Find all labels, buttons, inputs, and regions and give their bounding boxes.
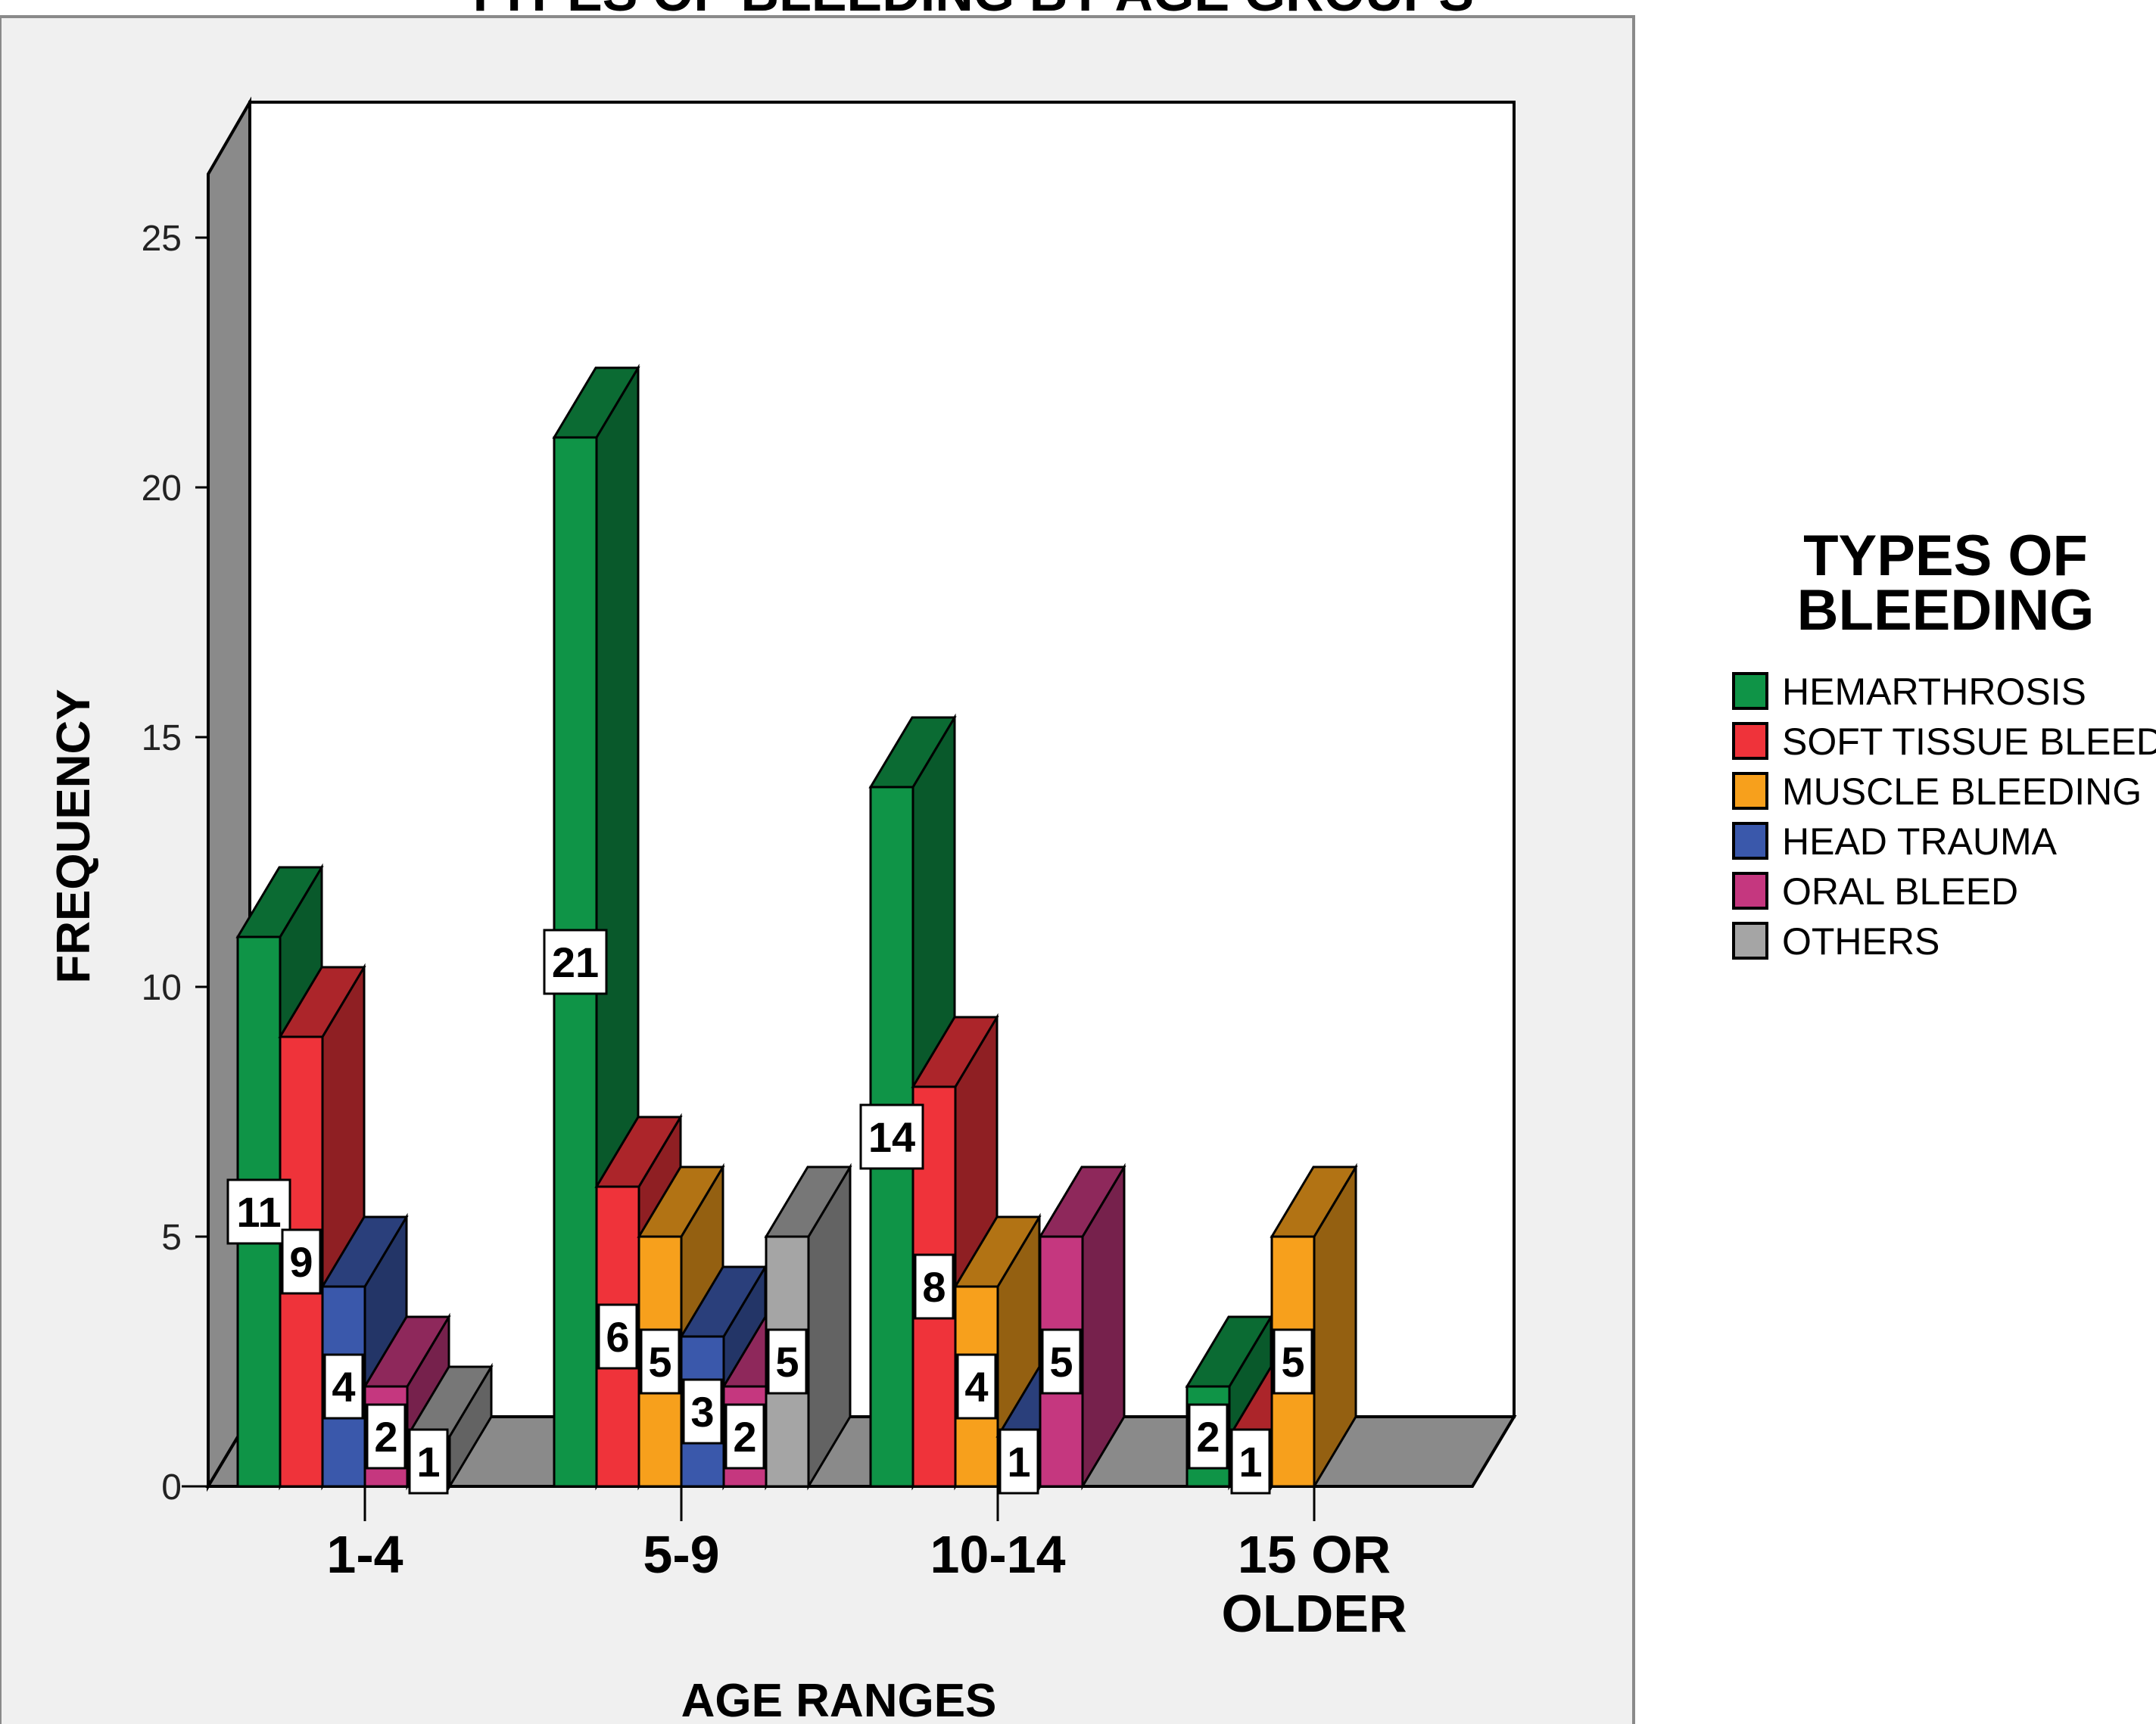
data-label-box xyxy=(226,1178,291,1245)
data-label-muscle-bleeding-5-9: 5 xyxy=(640,1328,681,1395)
data-label-text: 2 xyxy=(374,1413,397,1461)
y-axis-title: FREQUENCY xyxy=(48,689,100,983)
legend-item-others: OTHERS xyxy=(1732,920,1939,963)
data-label-others-5-9: 5 xyxy=(767,1328,808,1395)
data-label-soft-tissue-bleed-1-4: 9 xyxy=(281,1228,322,1295)
data-label-head-trauma-5-9: 3 xyxy=(682,1378,723,1445)
data-label-box xyxy=(366,1403,407,1470)
data-label-box xyxy=(543,929,608,995)
legend: TYPES OF BLEEDING HEMARTHROSIS SOFT TISSUE… xyxy=(1732,524,2156,963)
bar-muscle-bleeding-15-or-older xyxy=(1270,1162,1358,1491)
x-tick-label-1-4: 1-4 xyxy=(326,1525,403,1584)
data-label-text: 5 xyxy=(1281,1338,1304,1386)
data-label-box xyxy=(323,1353,364,1420)
x-tick-label-5-9: 5-9 xyxy=(643,1525,719,1584)
data-label-box xyxy=(724,1403,765,1470)
data-label-oral-bleed-5-9: 2 xyxy=(724,1403,765,1470)
data-label-oral-bleed-1-4: 2 xyxy=(366,1403,407,1470)
data-label-text: 14 xyxy=(868,1113,915,1161)
data-label-hemarthrosis-5-9: 21 xyxy=(543,929,608,995)
legend-label: SOFT TISSUE BLEED xyxy=(1782,720,2156,763)
data-label-hemarthrosis-1-4: 11 xyxy=(226,1178,291,1245)
legend-item-soft-tissue-bleed: SOFT TISSUE BLEED xyxy=(1732,720,2156,763)
x-tick-label-15-or-older: 15 OR OLDER xyxy=(1222,1525,1407,1643)
legend-label: OTHERS xyxy=(1782,920,1939,963)
bar-oral-bleed-10-14 xyxy=(1038,1162,1126,1491)
data-label-box xyxy=(1188,1403,1229,1470)
data-label-box xyxy=(1230,1428,1271,1495)
data-label-text: 4 xyxy=(332,1363,355,1411)
data-label-oral-bleed-10-14: 5 xyxy=(1041,1328,1082,1395)
x-axis-title: AGE RANGES xyxy=(681,1675,997,1724)
data-label-text: 9 xyxy=(289,1238,313,1286)
legend-label: HEAD TRAUMA xyxy=(1782,820,2058,863)
data-label-head-trauma-1-4: 4 xyxy=(323,1353,364,1420)
data-label-box xyxy=(859,1103,924,1170)
data-label-soft-tissue-bleed-10-14: 8 xyxy=(914,1253,955,1320)
legend-label: MUSCLE BLEEDING xyxy=(1782,770,2142,813)
legend-item-oral-bleed: ORAL BLEED xyxy=(1732,870,2018,913)
data-label-text: 1 xyxy=(1238,1438,1262,1486)
bar-others-5-9 xyxy=(764,1162,852,1491)
x-tick-label-10-14: 10-14 xyxy=(930,1525,1065,1584)
legend-swatch xyxy=(1732,822,1768,860)
data-label-text: 5 xyxy=(1049,1338,1073,1386)
y-tick-label: 20 xyxy=(142,468,182,509)
data-label-hemarthrosis-10-14: 14 xyxy=(859,1103,924,1170)
data-label-text: 6 xyxy=(606,1313,629,1361)
data-label-box xyxy=(1273,1328,1313,1395)
data-label-muscle-bleeding-15-or-older: 5 xyxy=(1273,1328,1313,1395)
x-axis: 1-4 5-9 10-14 15 OR OLDER xyxy=(326,1486,1407,1643)
legend-label: HEMARTHROSIS xyxy=(1782,671,2086,713)
data-label-text: 5 xyxy=(775,1338,799,1386)
chart-title: TYPES OF BLEEDING BY AGE GROUPS xyxy=(464,0,1474,22)
legend-item-head-trauma: HEAD TRAUMA xyxy=(1732,820,2058,863)
data-label-box xyxy=(767,1328,808,1395)
data-label-text: 1 xyxy=(416,1438,440,1486)
data-label-box xyxy=(914,1253,955,1320)
legend-swatch xyxy=(1732,872,1768,910)
y-tick-label: 5 xyxy=(161,1218,182,1258)
data-label-text: 2 xyxy=(1196,1413,1220,1461)
legend-label: ORAL BLEED xyxy=(1782,870,2018,913)
y-tick-label: 15 xyxy=(142,718,182,758)
legend-item-hemarthrosis: HEMARTHROSIS xyxy=(1732,671,2086,713)
data-label-box xyxy=(682,1378,723,1445)
y-tick-label: 10 xyxy=(142,968,182,1008)
legend-title: TYPES OF BLEEDING xyxy=(1797,524,2095,643)
data-label-text: 3 xyxy=(690,1388,714,1436)
y-tick-label: 25 xyxy=(142,219,182,259)
legend-item-muscle-bleeding: MUSCLE BLEEDING xyxy=(1732,770,2142,813)
data-label-box xyxy=(1041,1328,1082,1395)
data-label-others-1-4: 1 xyxy=(408,1428,449,1495)
legend-swatch xyxy=(1732,722,1768,760)
data-label-box xyxy=(640,1328,681,1395)
data-label-muscle-bleeding-10-14: 4 xyxy=(956,1353,997,1420)
data-label-text: 2 xyxy=(733,1413,756,1461)
data-label-box xyxy=(281,1228,322,1295)
data-label-head-trauma-10-14: 1 xyxy=(999,1428,1039,1495)
y-tick-label: 0 xyxy=(161,1467,182,1508)
data-label-text: 4 xyxy=(964,1363,988,1411)
data-label-box xyxy=(408,1428,449,1495)
data-label-box xyxy=(999,1428,1039,1495)
data-label-text: 5 xyxy=(648,1338,671,1386)
data-label-text: 8 xyxy=(922,1263,946,1311)
legend-swatch xyxy=(1732,672,1768,710)
legend-swatch xyxy=(1732,922,1768,960)
data-label-box xyxy=(956,1353,997,1420)
data-label-box xyxy=(597,1303,638,1370)
data-label-soft-tissue-bleed-5-9: 6 xyxy=(597,1303,638,1370)
data-label-text: 21 xyxy=(552,938,599,986)
data-label-soft-tissue-bleed-15-or-older: 1 xyxy=(1230,1428,1271,1495)
data-label-hemarthrosis-15-or-older: 2 xyxy=(1188,1403,1229,1470)
data-label-text: 11 xyxy=(236,1188,281,1236)
legend-swatch xyxy=(1732,772,1768,810)
data-label-text: 1 xyxy=(1007,1438,1030,1486)
